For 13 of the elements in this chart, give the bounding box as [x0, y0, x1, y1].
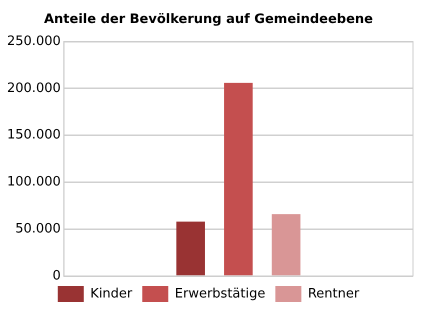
- y-tick-label: 200.000: [6, 80, 61, 96]
- bar: [272, 214, 300, 276]
- chart-title: Anteile der Bevölkerung auf Gemeindeebene: [44, 12, 374, 28]
- y-tick-label: 50.000: [15, 221, 61, 236]
- y-tick-label: 0: [52, 268, 61, 284]
- bar: [224, 82, 253, 276]
- y-tick-label: 150.000: [6, 128, 61, 143]
- legend-label: Kinder: [90, 286, 133, 302]
- legend-label: Erwerbstätige: [174, 286, 266, 302]
- legend-label: Rentner: [308, 286, 360, 302]
- bar: [176, 222, 205, 276]
- y-tick-label: 250.000: [6, 34, 61, 49]
- y-tick-label: 100.000: [6, 174, 61, 190]
